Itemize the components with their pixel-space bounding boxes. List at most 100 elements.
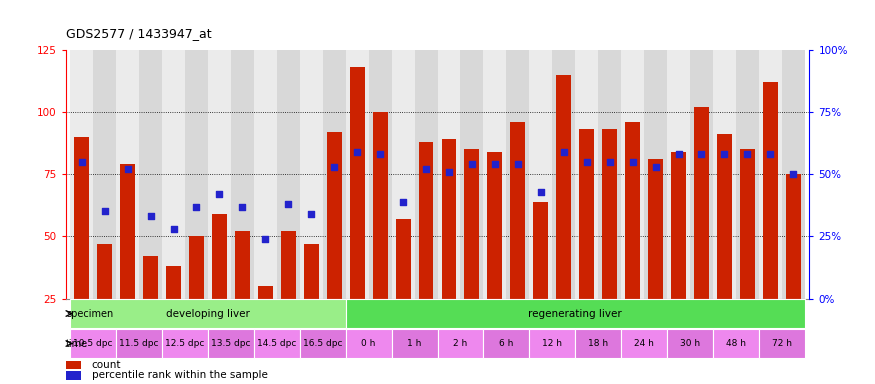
Bar [93,50,116,298]
Text: 10.5 dpc: 10.5 dpc [74,339,113,348]
Bar [254,329,300,358]
Bar [166,266,181,361]
Bar [534,202,549,361]
Bar [346,329,392,358]
Bar [396,219,410,361]
Point [626,159,640,165]
Text: 18 h: 18 h [588,339,608,348]
Bar [392,329,438,358]
Bar [487,152,502,361]
Text: 6 h: 6 h [499,339,514,348]
Point [671,151,685,157]
Bar [483,329,529,358]
Bar [625,122,640,361]
Bar [231,50,254,298]
Bar [556,75,571,361]
Bar [598,50,621,298]
Bar [759,329,805,358]
Bar [621,329,667,358]
Point [258,236,272,242]
Bar [438,50,460,298]
Text: 30 h: 30 h [680,339,700,348]
Bar [185,50,208,298]
Bar [460,50,483,298]
Point [373,151,387,157]
Bar [70,329,116,358]
Bar [602,129,617,361]
Bar [667,329,713,358]
Bar [579,129,594,361]
Text: 2 h: 2 h [453,339,467,348]
Bar [442,139,457,361]
Bar [373,112,388,361]
Bar [208,329,254,358]
Bar [116,50,139,298]
Bar [350,67,365,361]
Bar [254,50,276,298]
Bar [392,50,415,298]
Text: 72 h: 72 h [772,339,792,348]
Bar [667,50,690,298]
Bar [258,286,273,361]
Bar [208,50,231,298]
Point [304,211,318,217]
Bar [740,149,755,361]
Bar [694,107,709,361]
Point [166,226,180,232]
Bar [415,50,438,298]
Bar [97,244,112,361]
Bar [465,149,480,361]
Point [763,151,777,157]
Point [98,209,112,215]
Point [603,159,617,165]
Text: 24 h: 24 h [634,339,654,348]
Bar [575,50,598,298]
Text: 13.5 dpc: 13.5 dpc [211,339,250,348]
Point [695,151,709,157]
Bar [529,329,575,358]
Bar [189,237,204,361]
Bar [438,329,483,358]
Bar [368,50,392,298]
Point [534,189,548,195]
Bar [763,82,778,361]
Bar [621,50,644,298]
Bar [717,134,732,361]
Point [281,201,295,207]
Bar [212,214,227,361]
Point [327,164,341,170]
Bar [300,50,323,298]
Bar [346,299,805,328]
Text: developing liver: developing liver [166,308,250,318]
Point [465,161,479,167]
Text: specimen: specimen [66,308,114,318]
Text: 16.5 dpc: 16.5 dpc [303,339,342,348]
Point [787,171,801,177]
Bar [70,50,93,298]
Text: 0 h: 0 h [361,339,376,348]
Bar [529,50,552,298]
Bar [304,244,318,361]
Text: regenerating liver: regenerating liver [528,308,622,318]
Point [419,166,433,172]
Bar [575,329,621,358]
Bar [507,50,529,298]
Point [350,149,364,155]
Bar [323,50,346,298]
Bar [162,329,208,358]
Point [144,214,158,220]
Bar [644,50,667,298]
Point [718,151,732,157]
Point [213,191,227,197]
Text: 14.5 dpc: 14.5 dpc [257,339,297,348]
Text: GDS2577 / 1433947_at: GDS2577 / 1433947_at [66,27,211,40]
Point [442,169,456,175]
Point [556,149,570,155]
Bar [234,232,250,361]
Bar [70,299,346,328]
Bar [510,122,525,361]
Point [396,199,410,205]
Text: 12.5 dpc: 12.5 dpc [165,339,205,348]
Point [190,204,204,210]
Bar [782,50,805,298]
